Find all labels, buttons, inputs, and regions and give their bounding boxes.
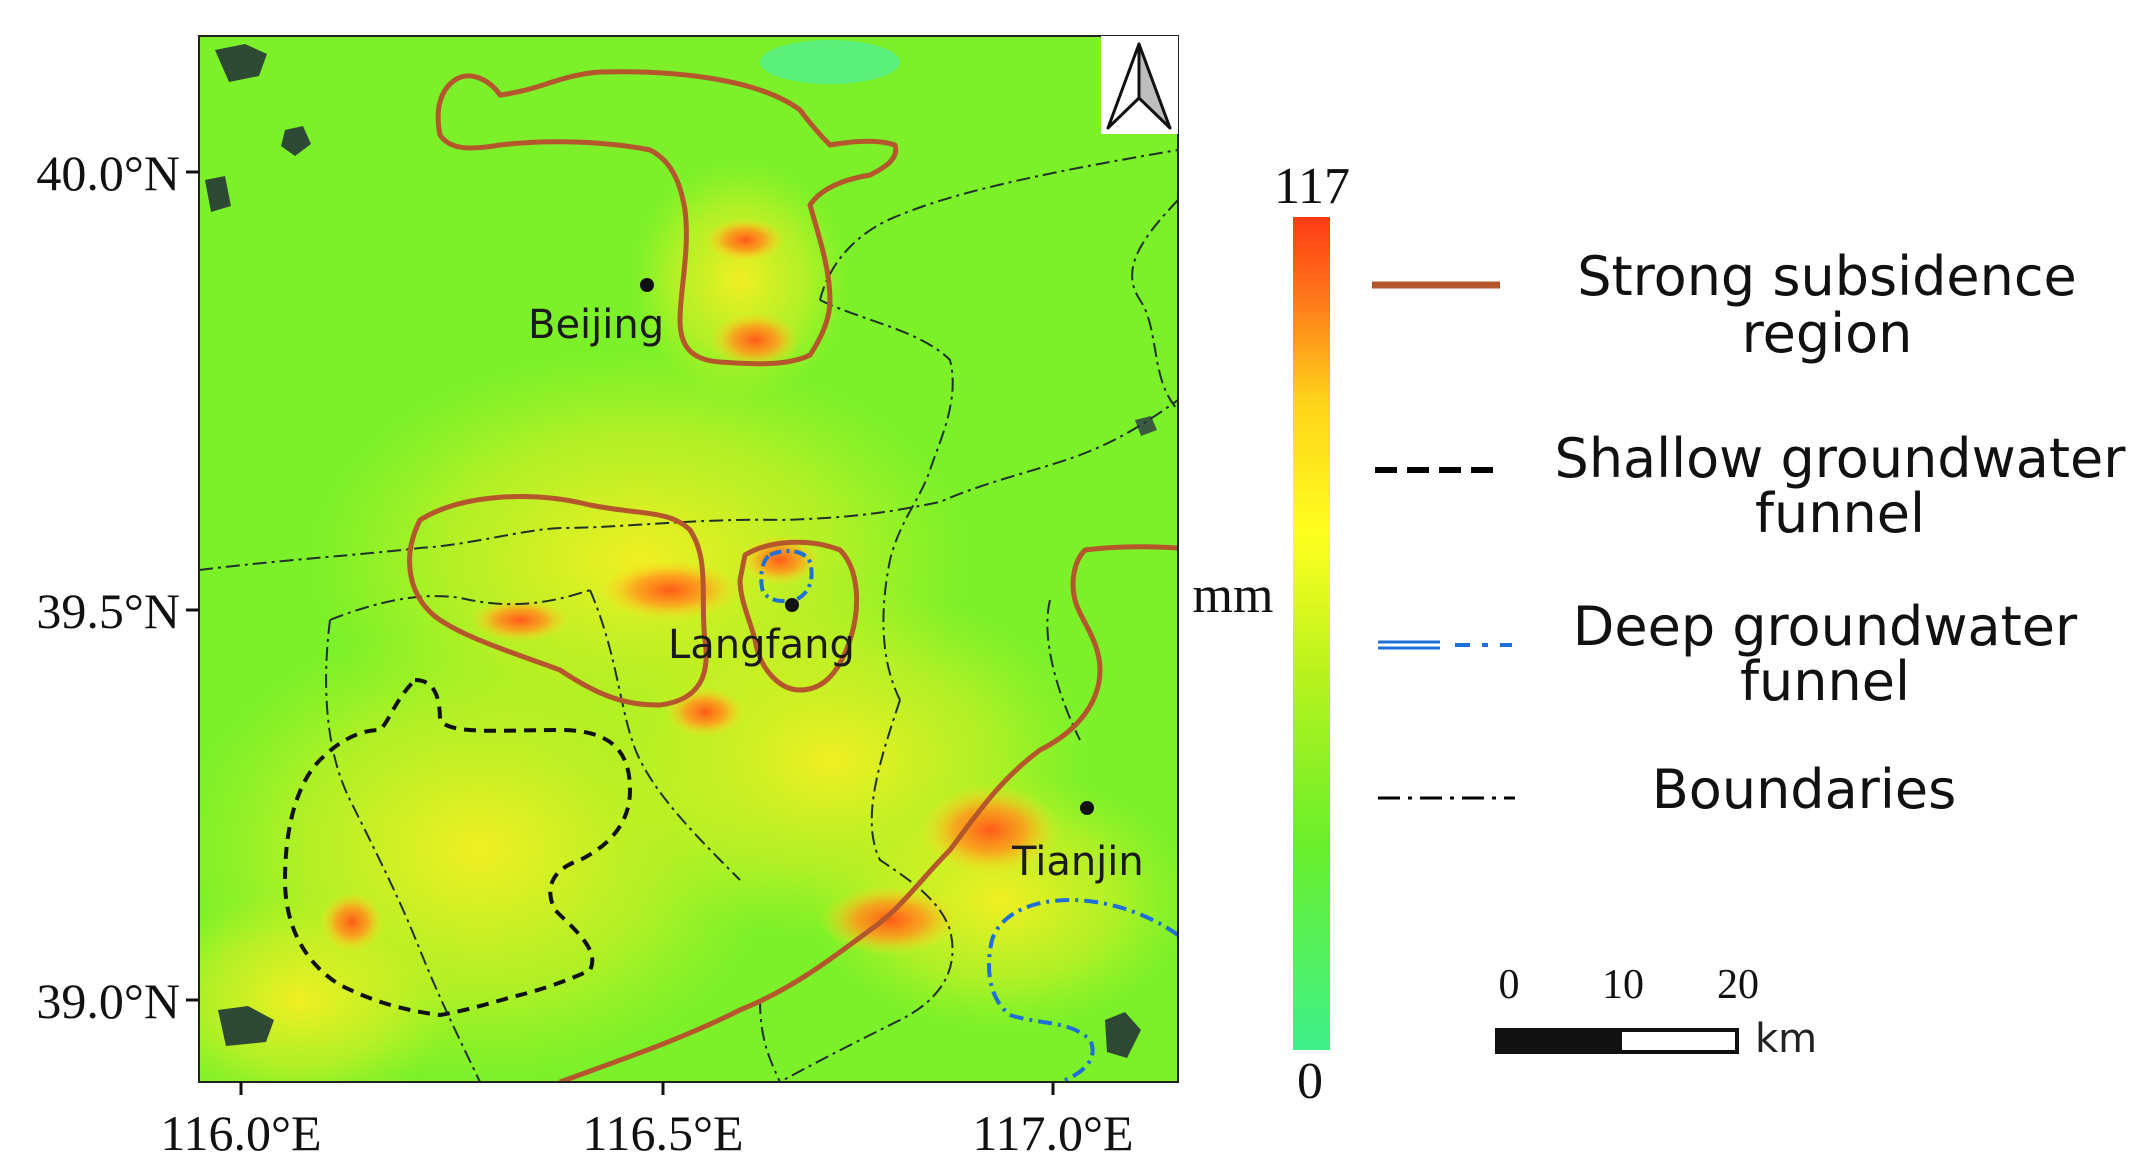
legend-label: Strong subsidence xyxy=(1577,245,2077,308)
colorbar: 117 0 mm xyxy=(1193,158,1350,1110)
colorbar-ramp xyxy=(1293,217,1330,1050)
hotspot xyxy=(470,598,570,642)
hotspot xyxy=(320,892,384,952)
legend-label: region xyxy=(1742,302,1913,365)
legend-label: Shallow groundwater xyxy=(1555,427,2127,490)
city-label: Tianjin xyxy=(1011,839,1144,885)
subsidence-region-west xyxy=(407,494,709,708)
city-marker xyxy=(640,278,654,292)
legend-item-deep-funnel: Deep groundwater funnel xyxy=(1378,595,2078,713)
lat-tick-label: 39.5°N xyxy=(36,583,180,639)
colorbar-max-label: 117 xyxy=(1274,158,1350,215)
scale-tick-label: 10 xyxy=(1602,962,1644,1008)
strong-subsidence-lines xyxy=(407,69,1178,1082)
water-patch xyxy=(205,176,231,212)
water-patch xyxy=(215,44,267,82)
longitude-axis: 116.0°E 116.5°E 117.0°E xyxy=(160,1082,1134,1161)
low-patch xyxy=(760,40,900,84)
water-patch xyxy=(218,1006,274,1046)
deep-funnel-tianjin xyxy=(987,897,1178,1082)
legend-item-shallow-funnel: Shallow groundwater funnel xyxy=(1375,427,2126,545)
water-patch xyxy=(1135,416,1157,436)
scale-bar: 0 10 20 km xyxy=(1495,962,1817,1062)
deep-funnel-langfang xyxy=(759,548,814,604)
colorbar-min-label: 0 xyxy=(1297,1053,1323,1110)
legend-item-boundaries: Boundaries xyxy=(1378,758,1956,821)
hotspot xyxy=(920,785,1060,875)
legend-item-strong-subsidence: Strong subsidence region xyxy=(1372,245,2077,365)
hotspot xyxy=(705,218,785,262)
water-patch xyxy=(281,126,311,156)
water-patch xyxy=(1105,1012,1141,1058)
city-label: Langfang xyxy=(668,622,855,668)
subsidence-region-langfang xyxy=(737,539,860,693)
city-beijing: Beijing xyxy=(528,278,664,348)
scale-tick-label: 20 xyxy=(1717,962,1759,1008)
city-marker xyxy=(1080,801,1094,815)
scale-segment-light xyxy=(1618,1028,1739,1054)
map-panel: Beijing Langfang Tianjin 40.0°N 39.5°N 3… xyxy=(36,35,1179,1161)
hotspot xyxy=(600,560,740,620)
legend: Strong subsidence region Shallow groundw… xyxy=(1372,245,2126,821)
lon-tick-label: 116.0°E xyxy=(160,1105,321,1161)
scale-unit: km xyxy=(1755,1016,1817,1062)
city-marker xyxy=(785,598,799,612)
city-label: Beijing xyxy=(528,302,664,348)
subsidence-region-tianjin xyxy=(559,544,1178,1082)
hotspot xyxy=(665,687,745,737)
colorbar-unit: mm xyxy=(1193,567,1274,624)
scale-segment-dark xyxy=(1497,1030,1620,1052)
legend-label: Boundaries xyxy=(1652,758,1956,821)
legend-label: funnel xyxy=(1755,482,1925,545)
city-tianjin: Tianjin xyxy=(1011,801,1144,885)
map-frame xyxy=(198,35,1179,1083)
legend-label: funnel xyxy=(1740,650,1910,713)
lat-tick-label: 40.0°N xyxy=(36,145,180,201)
hotspot xyxy=(820,885,960,955)
lon-tick-label: 116.5°E xyxy=(582,1105,743,1161)
lat-tick-label: 39.0°N xyxy=(36,973,180,1029)
scale-tick-label: 0 xyxy=(1499,962,1520,1008)
boundaries xyxy=(199,149,1178,1082)
hotspot xyxy=(710,312,800,368)
lon-tick-label: 117.0°E xyxy=(972,1105,1133,1161)
city-langfang: Langfang xyxy=(668,598,855,668)
shallow-funnel-line xyxy=(282,677,633,1018)
yellow-zone xyxy=(810,770,1178,1030)
subsidence-region-beijing xyxy=(435,69,899,367)
legend-label: Deep groundwater xyxy=(1573,595,2078,658)
latitude-axis: 40.0°N 39.5°N 39.0°N xyxy=(36,145,199,1029)
north-arrow-icon xyxy=(1101,36,1178,134)
